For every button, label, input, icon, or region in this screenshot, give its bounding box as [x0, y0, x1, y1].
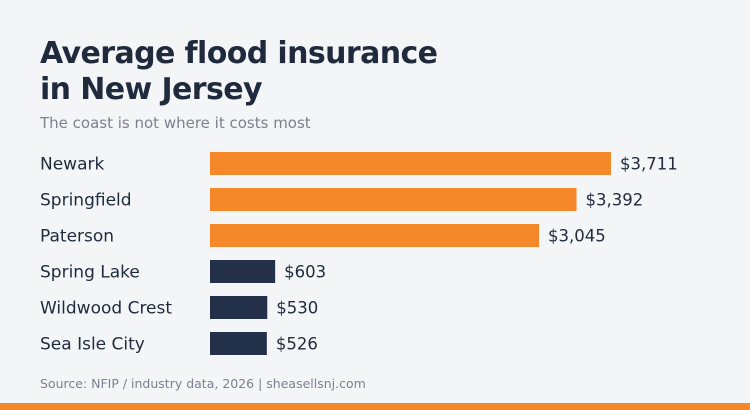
value-label: $3,711 [620, 155, 678, 174]
value-label: $3,045 [548, 227, 606, 246]
bar [210, 332, 267, 355]
value-label: $3,392 [586, 191, 644, 210]
category-label: Sea Isle City [40, 335, 145, 355]
value-label: $530 [276, 299, 318, 318]
category-label: Newark [40, 155, 104, 175]
bar [210, 224, 540, 247]
chart-subtitle: The coast is not where it costs most [40, 114, 311, 132]
source-note: Source: NFIP / industry data, 2026 | she… [40, 376, 366, 391]
bar [210, 296, 268, 319]
bottom-accent-bar [0, 403, 750, 410]
chart-title-line-2: in New Jersey [40, 72, 263, 107]
value-label: $526 [276, 335, 318, 354]
value-label: $603 [284, 263, 326, 282]
bar [210, 152, 611, 175]
chart-title-line-1: Average flood insurance [40, 36, 438, 71]
chart-title: Average flood insurance in New Jersey [40, 36, 640, 108]
bar [210, 188, 577, 211]
category-label: Spring Lake [40, 263, 140, 283]
category-label: Springfield [40, 191, 132, 211]
category-label: Wildwood Crest [40, 299, 172, 319]
bar [210, 260, 276, 283]
category-label: Paterson [40, 227, 114, 247]
